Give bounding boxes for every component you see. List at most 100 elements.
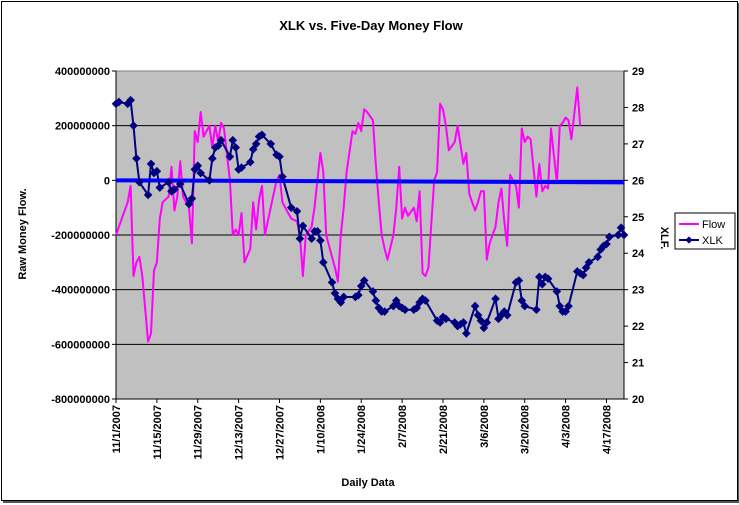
data-point-xlk xyxy=(205,176,214,185)
data-point-xlk xyxy=(208,154,217,163)
data-point-xlk xyxy=(593,252,603,262)
legend-box xyxy=(674,212,736,250)
y-right-tick-label: 27 xyxy=(632,139,644,151)
data-point-xlk xyxy=(330,289,340,298)
data-point-xlk xyxy=(584,258,594,267)
data-point-xlk xyxy=(532,305,541,315)
data-point-xlk xyxy=(581,263,591,273)
data-point-xlk xyxy=(354,290,363,300)
data-point-xlk xyxy=(228,135,238,145)
data-point-xlk xyxy=(537,279,547,289)
data-point-xlk xyxy=(578,270,588,280)
data-point-xlk xyxy=(380,307,389,316)
x-tick-label: 3/20/2008 xyxy=(520,405,532,454)
data-point-xlk xyxy=(473,310,483,320)
y-right-tick-label: 21 xyxy=(632,358,644,370)
x-tick-label: 11/1/2007 xyxy=(111,405,123,453)
y-left-tick-label: -400000000 xyxy=(51,285,110,297)
y-left-tick-label: -200000000 xyxy=(51,230,110,242)
data-point-xlk xyxy=(187,194,197,203)
x-tick-label: 11/15/2007 xyxy=(152,405,164,459)
data-point-xlk xyxy=(605,232,614,242)
data-point-xlk xyxy=(441,314,451,324)
x-tick-label: 1/10/2008 xyxy=(315,405,327,454)
data-point-xlk xyxy=(135,177,144,187)
legend-label-xlk: XLK xyxy=(702,235,723,247)
y-right-tick-label: 28 xyxy=(632,102,644,114)
x-tick-label: 2/21/2008 xyxy=(438,405,450,454)
y-right-tick-label: 26 xyxy=(632,175,644,187)
data-point-xlk xyxy=(514,276,524,285)
data-point-xlk xyxy=(266,139,276,149)
data-point-xlk xyxy=(114,97,124,107)
data-point-xlk xyxy=(175,179,185,189)
data-point-xlk xyxy=(216,135,226,145)
data-point-xlk xyxy=(552,287,562,296)
x-tick-label: 4/3/2008 xyxy=(561,405,573,448)
data-point-xlk xyxy=(400,305,410,315)
y-right-tick-label: 22 xyxy=(632,321,644,333)
data-point-xlk xyxy=(389,301,398,311)
data-point-xlk xyxy=(371,296,381,305)
data-point-xlk xyxy=(517,296,527,305)
series-line-flow xyxy=(115,86,582,343)
data-point-xlk xyxy=(298,221,308,231)
data-point-xlk xyxy=(286,203,296,212)
y-right-tick-label: 20 xyxy=(632,394,644,406)
x-tick-label: 4/17/2008 xyxy=(601,405,613,454)
data-point-xlk xyxy=(313,227,322,236)
data-point-xlk xyxy=(164,177,173,187)
legend-marker-xlk xyxy=(685,236,693,244)
x-tick-label: 12/13/2007 xyxy=(234,405,246,460)
data-point-xlk xyxy=(316,236,325,245)
data-point-xlk xyxy=(318,258,328,267)
data-point-xlk xyxy=(184,199,194,209)
y-left-tick-label: 400000000 xyxy=(55,66,110,78)
data-point-xlk xyxy=(543,274,553,284)
data-point-xlk xyxy=(278,172,287,181)
x-tick-label: 1/24/2008 xyxy=(356,405,368,454)
data-point-xlk xyxy=(564,301,573,311)
data-point-xlk xyxy=(421,296,430,305)
data-point-xlk xyxy=(412,303,422,313)
data-point-xlk xyxy=(295,234,305,243)
data-point-xlk xyxy=(619,230,629,240)
data-point-xlk xyxy=(368,287,378,296)
data-point-xlk xyxy=(482,318,492,327)
data-point-xlk xyxy=(613,230,623,240)
data-point-xlk xyxy=(193,161,203,171)
data-point-xlk xyxy=(555,301,565,311)
data-point-xlk xyxy=(435,318,445,327)
data-point-xlk xyxy=(126,95,135,105)
data-point-xlk xyxy=(143,190,153,200)
y-axis-left-label: Raw Money Flow. xyxy=(17,188,29,279)
x-tick-label: 2/7/2008 xyxy=(397,405,409,448)
data-point-xlk xyxy=(327,278,337,287)
data-point-xlk xyxy=(502,310,512,320)
data-point-xlk xyxy=(155,183,165,192)
data-point-xlk xyxy=(462,329,471,338)
y-left-tick-label: -600000000 xyxy=(51,339,110,351)
data-point-xlk xyxy=(459,318,468,327)
data-point-xlk xyxy=(292,207,302,216)
y-right-tick-label: 23 xyxy=(632,285,644,297)
data-point-xlk xyxy=(146,159,156,169)
data-point-xlk xyxy=(275,152,284,161)
data-point-xlk xyxy=(132,154,141,163)
data-point-xlk xyxy=(251,139,261,149)
x-tick-label: 11/29/2007 xyxy=(193,405,205,459)
y-axis-right-label: XLF. xyxy=(658,227,670,250)
data-point-xlk xyxy=(520,301,530,311)
data-point-xlk xyxy=(391,296,401,305)
data-point-xlk xyxy=(470,301,480,311)
data-point-xlk xyxy=(248,145,258,154)
data-point-xlk xyxy=(196,168,205,178)
data-point-xlk xyxy=(339,292,349,302)
x-tick-label: 12/27/2007 xyxy=(274,405,286,460)
data-point-xlk xyxy=(491,294,500,304)
y-right-tick-label: 24 xyxy=(632,248,645,260)
data-point-xlk xyxy=(476,316,486,325)
data-point-xlk xyxy=(616,223,626,233)
